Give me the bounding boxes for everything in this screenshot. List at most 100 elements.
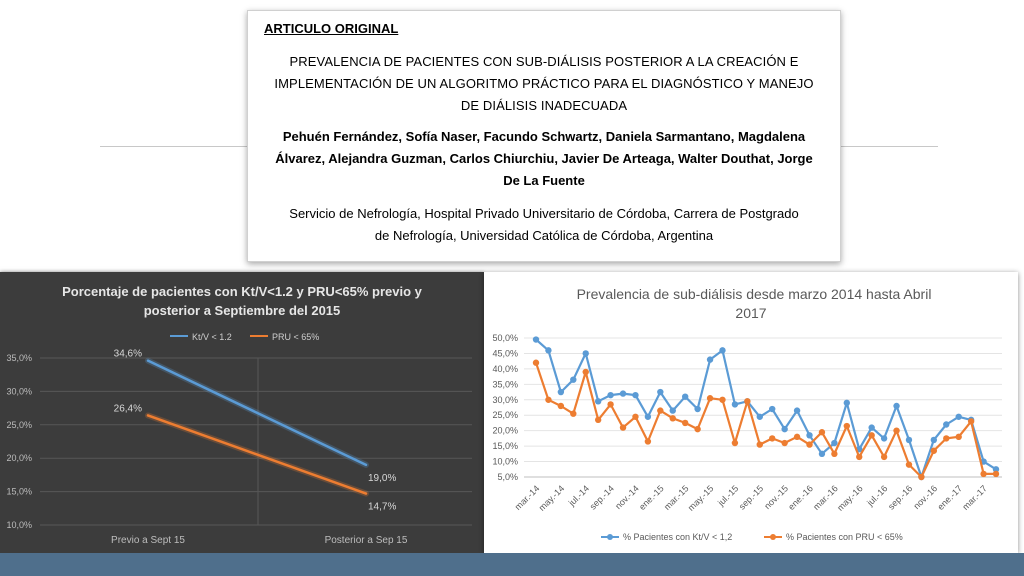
y-tick-label: 5,0% [497,472,518,482]
data-point [532,336,540,343]
data-point [669,407,676,414]
x-tick-label: mar.-15 [662,483,691,512]
data-point [943,435,950,442]
chart-title: posterior a Septiembre del 2015 [144,303,341,318]
y-tick-label: 20,0% [492,426,518,436]
data-point [806,432,813,439]
data-point [756,413,763,420]
data-point [793,407,801,414]
article-affiliation: Servicio de Nefrología, Hospital Privado… [289,206,799,243]
y-tick-label: 35,0% [492,379,518,389]
data-point [706,356,714,363]
y-tick-label: 20,0% [6,453,32,463]
y-tick-label: 45,0% [492,348,518,358]
data-point [880,435,888,442]
chart-title: Porcentaje de pacientes con Kt/V<1.2 y P… [62,284,423,299]
data-point [719,347,726,354]
legend-marker [607,534,613,540]
data-point [930,436,938,444]
data-point [669,415,676,422]
x-tick-label: Posterior a Sep 15 [325,535,408,546]
data-point [831,450,838,458]
data-point [731,439,739,447]
x-tick-label: sep.-14 [588,483,616,511]
y-tick-label: 25,0% [492,410,518,420]
data-point [619,390,627,397]
x-tick-label: nov.-14 [613,483,641,511]
y-tick-label: 15,0% [492,441,518,451]
series-line [146,414,368,495]
y-tick-label: 10,0% [492,457,518,467]
x-tick-label: Previo a Sept 15 [111,535,185,546]
chart-title: Prevalencia de sub-diálisis desde marzo … [577,286,932,302]
x-tick-label: ene.-15 [637,483,666,512]
y-tick-label: 35,0% [6,353,32,363]
data-point [681,419,689,427]
data-point [694,405,701,413]
data-point [532,359,540,366]
x-tick-label: may.-14 [537,483,567,513]
data-point [607,391,614,399]
x-tick-label: may.-15 [686,483,716,513]
data-point [868,424,875,431]
data-point [681,393,689,400]
x-tick-label: nov.-15 [762,483,790,511]
data-point [930,447,938,454]
data-point [818,429,826,436]
data-point [607,401,614,408]
data-point [856,453,863,461]
x-tick-label: sep.-16 [886,483,914,511]
data-point [893,402,900,410]
data-point [967,418,975,425]
data-point [644,413,652,420]
x-tick-label: ene.-17 [935,483,964,512]
data-label: 34,6% [114,349,142,360]
data-point [818,450,826,458]
legend-label: % Pacientes con PRU < 65% [786,532,903,542]
x-tick-label: nov.-16 [911,483,939,511]
x-tick-label: mar.-17 [960,483,989,512]
article-authors: Pehuén Fernández, Sofía Naser, Facundo S… [275,129,813,188]
data-point [545,347,552,354]
y-tick-label: 40,0% [492,364,518,374]
legend-label: % Pacientes con Kt/V < 1,2 [623,532,732,542]
y-tick-label: 30,0% [6,386,32,396]
data-point [570,410,577,417]
x-tick-label: mar.-14 [513,483,542,512]
data-label: 14,7% [368,502,396,513]
data-point [632,391,639,399]
data-point [992,470,1000,478]
y-tick-label: 30,0% [492,395,518,405]
legend-marker [770,534,776,540]
data-point [619,424,627,431]
data-point [980,470,987,478]
x-tick-label: may.-16 [835,483,865,513]
data-point [918,473,925,481]
chart-before-after-panel: Porcentaje de pacientes con Kt/V<1.2 y P… [0,272,484,553]
data-point [582,350,589,357]
article-title: PREVALENCIA DE PACIENTES CON SUB-DIÁLISI… [274,54,814,113]
data-point [893,427,900,434]
series-line [146,359,368,467]
data-point [992,466,1000,473]
data-point [943,421,950,428]
chart-prevalence: Prevalencia de sub-diálisis desde marzo … [492,286,1002,542]
series-line [535,338,997,479]
footer-band [0,553,1024,576]
data-point [694,425,701,433]
data-point [781,425,788,433]
x-tick-label: ene.-16 [786,483,815,512]
data-point [731,401,739,408]
data-point [905,436,913,444]
data-point [843,399,851,407]
data-point [632,413,639,420]
legend-label: PRU < 65% [272,332,319,342]
data-point [769,405,776,413]
data-point [769,435,776,442]
y-tick-label: 10,0% [6,520,32,530]
article-header-card: ARTICULO ORIGINAL PREVALENCIA DE PACIENT… [247,10,841,262]
data-point [806,441,813,448]
data-point [868,432,875,439]
x-tick-label: sep.-15 [737,483,765,511]
data-point [880,453,888,461]
